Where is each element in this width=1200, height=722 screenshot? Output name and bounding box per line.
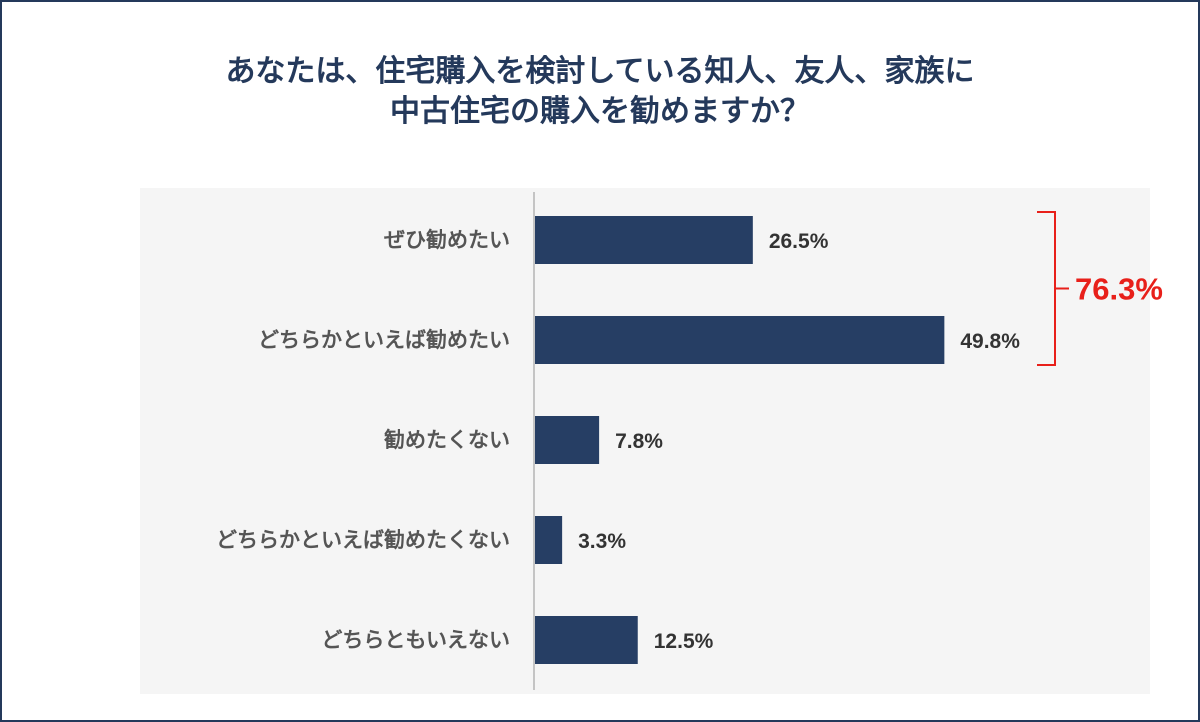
category-label: どちらかといえば勧めたくない: [216, 528, 510, 552]
bar: [535, 516, 563, 564]
summary-bracket: [1037, 211, 1056, 366]
value-label: 3.3%: [578, 530, 626, 553]
category-label: どちらともいえない: [321, 628, 510, 652]
category-label: ぜひ勧めたい: [384, 228, 510, 252]
category-label: 勧めたくない: [383, 428, 510, 452]
category-label: どちらかといえば勧めたい: [258, 328, 510, 352]
value-label: 49.8%: [960, 330, 1020, 353]
chart-title-line-2: 中古住宅の購入を勧めますか？: [390, 94, 810, 129]
value-label: 26.5%: [769, 230, 829, 253]
bar: [535, 216, 753, 264]
chart-title-line-1: あなたは、住宅購入を検討している知人、友人、家族に: [225, 54, 975, 89]
summary-label: 76.3%: [1075, 272, 1163, 307]
plot-background: [140, 188, 1150, 694]
bar: [535, 416, 600, 464]
value-label: 7.8%: [615, 430, 663, 453]
bar: [535, 316, 945, 364]
chart-title: あなたは、住宅購入を検討している知人、友人、家族に 中古住宅の購入を勧めますか？: [0, 52, 1200, 132]
value-label: 12.5%: [654, 630, 714, 653]
bar: [535, 616, 638, 664]
